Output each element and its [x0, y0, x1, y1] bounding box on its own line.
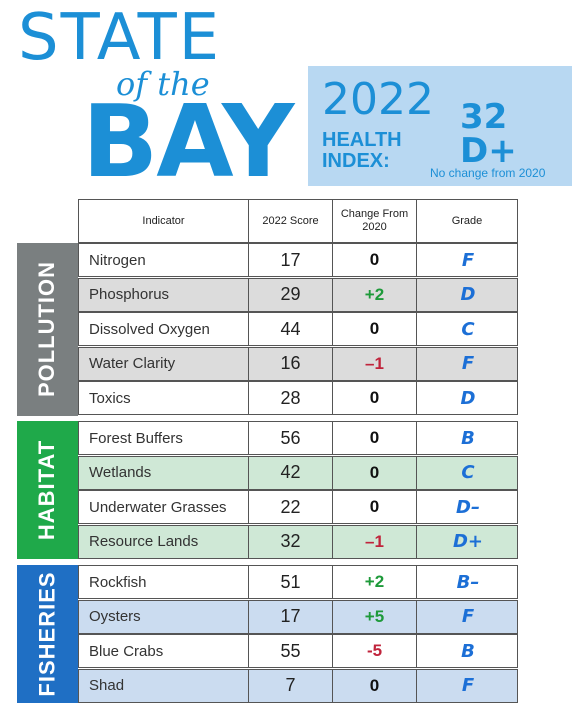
score-value: 44	[249, 313, 333, 345]
table-row: Underwater Grasses 22 0 D–	[78, 490, 518, 524]
header-score: 2022 Score	[248, 199, 333, 243]
score-value: 29	[249, 278, 333, 311]
change-value: +2	[333, 566, 417, 598]
grade-value: F	[461, 675, 475, 696]
section-label-pollution: POLLUTION	[17, 243, 78, 416]
grade-value: B	[461, 427, 475, 449]
section-label-fisheries: FISHERIES	[17, 565, 78, 703]
grade-value: B–	[456, 571, 480, 593]
indicator-name: Blue Crabs	[79, 635, 249, 667]
score-value: 55	[249, 635, 333, 667]
title-state: STATE	[18, 1, 222, 75]
section-name: POLLUTION	[34, 261, 60, 398]
indicator-name: Resource Lands	[79, 525, 249, 558]
header-indicator: Indicator	[78, 199, 249, 243]
grade-value: D	[460, 284, 476, 305]
indicator-name: Oysters	[79, 600, 249, 633]
change-value: -5	[333, 635, 417, 667]
change-value: 0	[333, 382, 417, 414]
change-value: 0	[333, 244, 417, 276]
change-value: +5	[333, 600, 417, 633]
score-value: 56	[249, 422, 333, 454]
score-value: 7	[249, 669, 333, 702]
grade-value: F	[461, 353, 475, 374]
change-value: 0	[333, 422, 417, 454]
grade-value: F	[461, 249, 475, 271]
change-value: 0	[333, 456, 417, 489]
section-name: HABITAT	[34, 439, 60, 541]
indicator-name: Phosphorus	[79, 278, 249, 311]
header-change: Change From 2020	[332, 199, 417, 243]
indicator-name: Nitrogen	[79, 244, 249, 276]
title-bay: BAY	[82, 83, 294, 200]
table-row: Blue Crabs 55 -5 B	[78, 634, 518, 668]
indicator-name: Dissolved Oxygen	[79, 313, 249, 345]
grade-value: D–	[456, 496, 480, 518]
table-row: Shad 7 0 F	[78, 668, 518, 703]
health-index-box: 2022 HEALTH INDEX: 32 D+ No change from …	[308, 66, 572, 186]
indicator-name: Rockfish	[79, 566, 249, 598]
indicator-name: Shad	[79, 669, 249, 702]
score-value: 42	[249, 456, 333, 489]
grade-value: F	[461, 606, 475, 627]
title-of-the: of the	[116, 65, 210, 103]
change-value: +2	[333, 278, 417, 311]
indicator-name: Forest Buffers	[79, 422, 249, 454]
table-row: Wetlands 42 0 C	[78, 455, 518, 490]
table-row: Rockfish 51 +2 B–	[78, 565, 518, 599]
indicator-name: Underwater Grasses	[79, 491, 249, 523]
change-value: 0	[333, 491, 417, 523]
header-grade: Grade	[416, 199, 518, 243]
change-value: –1	[333, 347, 417, 380]
grade-value: B	[461, 640, 475, 662]
health-index-year: 2022	[322, 74, 434, 125]
table-row: Water Clarity 16 –1 F	[78, 346, 518, 381]
indicator-name: Toxics	[79, 382, 249, 414]
indicator-name: Water Clarity	[79, 347, 249, 380]
table-row: Dissolved Oxygen 44 0 C	[78, 312, 518, 346]
score-value: 28	[249, 382, 333, 414]
score-value: 17	[249, 244, 333, 276]
health-index-note: No change from 2020	[430, 166, 546, 180]
table-row: Forest Buffers 56 0 B	[78, 421, 518, 455]
change-value: –1	[333, 525, 417, 558]
grade-value: D	[460, 387, 476, 409]
grade-value: D+	[452, 531, 484, 552]
grade-value: C	[461, 462, 475, 483]
score-value: 22	[249, 491, 333, 523]
table-row: Phosphorus 29 +2 D	[78, 277, 518, 312]
score-value: 51	[249, 566, 333, 598]
section-label-habitat: HABITAT	[17, 421, 78, 559]
score-value: 16	[249, 347, 333, 380]
table-row: Oysters 17 +5 F	[78, 599, 518, 634]
change-value: 0	[333, 669, 417, 702]
table-row: Resource Lands 32 –1 D+	[78, 524, 518, 559]
table-row: Nitrogen 17 0 F	[78, 243, 518, 277]
health-index-label: HEALTH INDEX:	[322, 130, 432, 172]
score-value: 32	[249, 525, 333, 558]
score-value: 17	[249, 600, 333, 633]
health-index-score: 32 D+	[460, 97, 517, 171]
indicator-name: Wetlands	[79, 456, 249, 489]
grade-value: C	[461, 318, 475, 340]
table-row: Toxics 28 0 D	[78, 381, 518, 415]
health-index-label-line2: INDEX:	[322, 150, 390, 172]
change-value: 0	[333, 313, 417, 345]
health-index-label-line1: HEALTH	[322, 129, 402, 151]
section-name: FISHERIES	[34, 571, 60, 697]
